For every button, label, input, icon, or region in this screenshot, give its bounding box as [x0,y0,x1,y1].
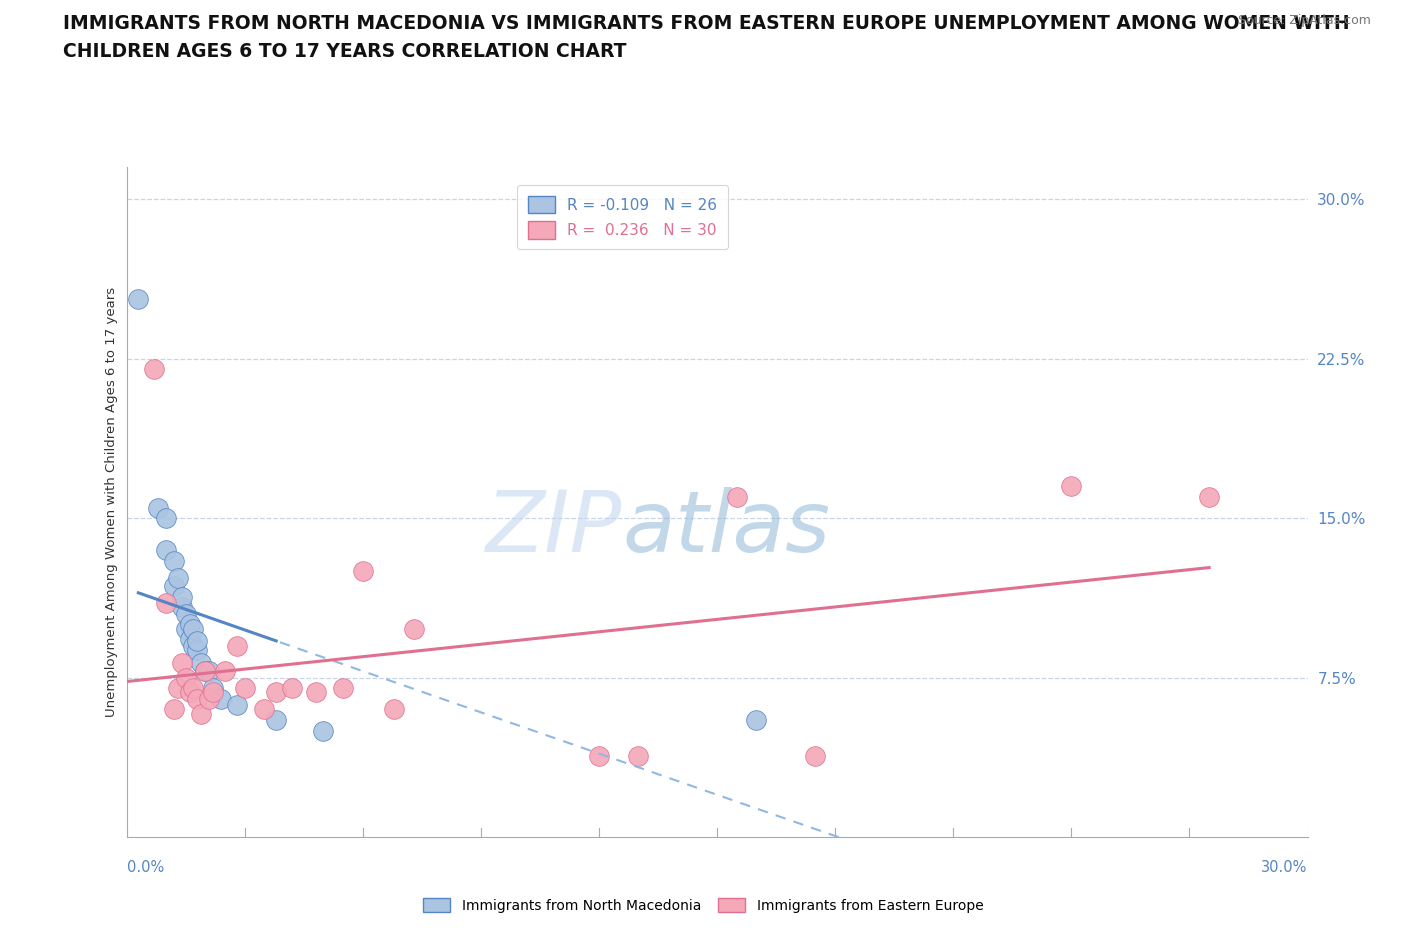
Y-axis label: Unemployment Among Women with Children Ages 6 to 17 years: Unemployment Among Women with Children A… [105,287,118,717]
Point [166,570,188,585]
Point [194,664,217,679]
Point [745,712,768,727]
Point [382,702,405,717]
Point [209,691,232,706]
Point [170,656,193,671]
Point [304,685,326,700]
Point [588,749,610,764]
Point [163,553,186,568]
Point [312,724,335,738]
Point [202,681,225,696]
Point [143,362,166,377]
Legend: Immigrants from North Macedonia, Immigrants from Eastern Europe: Immigrants from North Macedonia, Immigra… [418,893,988,919]
Point [179,631,201,646]
Point [183,681,205,696]
Text: IMMIGRANTS FROM NORTH MACEDONIA VS IMMIGRANTS FROM EASTERN EUROPE UNEMPLOYMENT A: IMMIGRANTS FROM NORTH MACEDONIA VS IMMIG… [63,14,1350,33]
Point [804,749,827,764]
Point [183,638,205,653]
Point [186,634,208,649]
Point [155,596,177,611]
Point [202,685,225,700]
Text: atlas: atlas [623,487,831,570]
Point [174,606,197,621]
Point [190,706,212,721]
Point [155,511,177,525]
Point [163,702,186,717]
Point [402,621,425,636]
Point [264,685,287,700]
Point [233,681,256,696]
Point [332,681,354,696]
Point [179,685,201,700]
Legend: R = -0.109   N = 26, R =  0.236   N = 30: R = -0.109 N = 26, R = 0.236 N = 30 [517,185,728,249]
Point [170,590,193,604]
Point [1060,479,1083,494]
Text: 30.0%: 30.0% [1261,860,1308,875]
Point [146,500,169,515]
Point [174,621,197,636]
Point [183,621,205,636]
Point [163,578,186,593]
Point [174,671,197,685]
Text: ZIP: ZIP [486,487,623,570]
Point [198,664,221,679]
Point [253,702,276,717]
Point [155,542,177,557]
Point [281,681,304,696]
Point [170,600,193,615]
Point [179,617,201,631]
Point [725,489,748,504]
Text: CHILDREN AGES 6 TO 17 YEARS CORRELATION CHART: CHILDREN AGES 6 TO 17 YEARS CORRELATION … [63,42,627,60]
Point [627,749,650,764]
Point [166,681,188,696]
Text: Source: ZipAtlas.com: Source: ZipAtlas.com [1237,14,1371,27]
Point [225,698,247,712]
Point [194,664,217,679]
Point [1198,489,1220,504]
Point [214,664,236,679]
Point [186,643,208,658]
Point [225,638,247,653]
Point [127,292,149,307]
Point [264,712,287,727]
Text: 0.0%: 0.0% [127,860,163,875]
Point [198,691,221,706]
Point [190,656,212,671]
Point [186,691,208,706]
Point [352,564,374,578]
